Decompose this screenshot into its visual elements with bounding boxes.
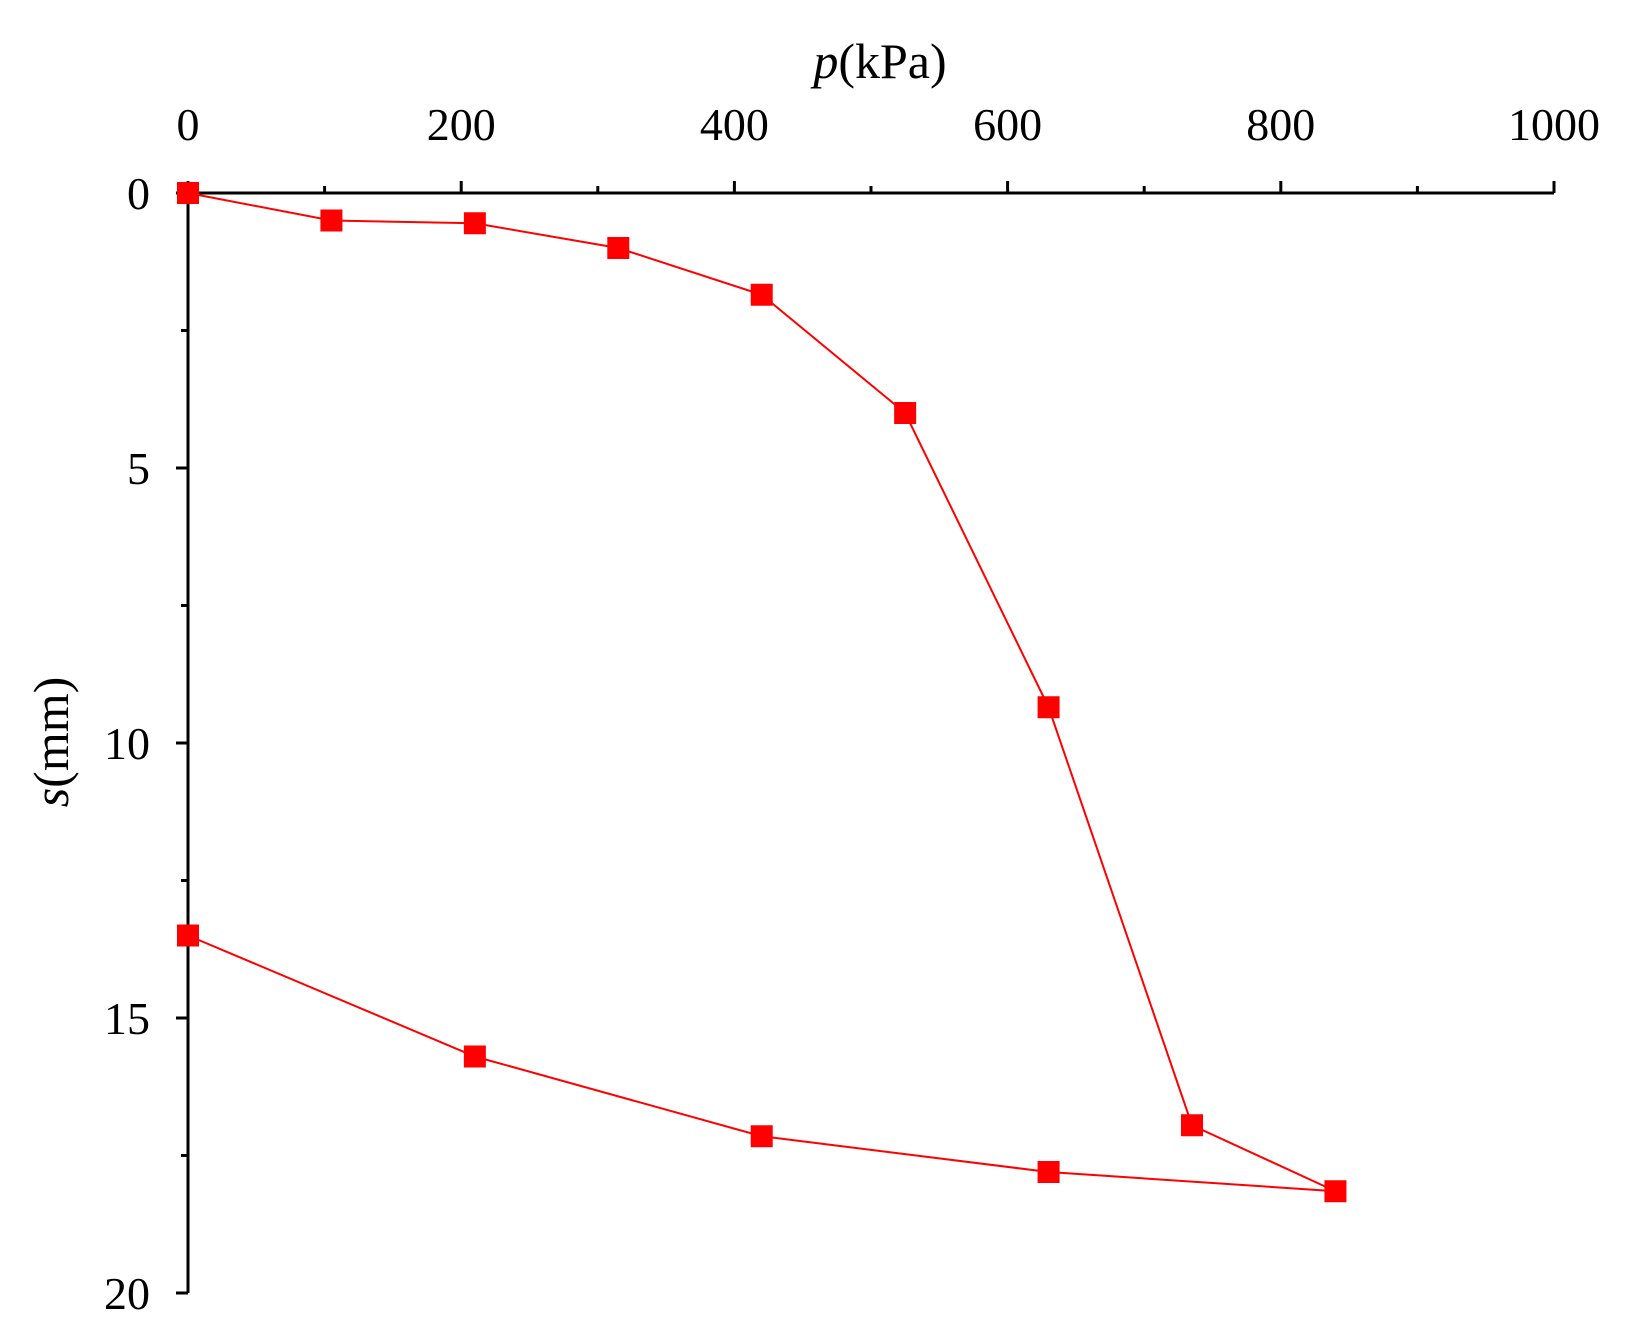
data-point-marker: [1037, 696, 1060, 719]
data-point-marker: [607, 237, 630, 259]
data-point-marker: [894, 402, 917, 424]
data-point-marker: [320, 209, 343, 232]
series-line: [187, 192, 1336, 1193]
data-point-marker: [750, 283, 773, 306]
x-tick-label: 1000: [1508, 99, 1600, 150]
y-axis-title: s(mm): [23, 677, 79, 808]
y-tick-label: 5: [127, 443, 150, 494]
x-tick-label: 600: [973, 99, 1042, 150]
x-tick-label: 800: [1246, 99, 1315, 150]
y-tick-label: 20: [104, 1268, 150, 1319]
x-tick-label: 200: [427, 99, 496, 150]
data-point-marker: [177, 924, 199, 947]
y-tick-label: 0: [127, 168, 150, 219]
x-tick-label: 400: [700, 99, 769, 150]
data-point-marker: [1324, 1180, 1347, 1203]
x-axis-title: p(kPa): [810, 33, 946, 89]
y-axis-ticks: 0 5 10 15 20: [104, 168, 188, 1319]
x-axis-ticks: 0 200 400 600 800 1000: [177, 99, 1600, 193]
data-point-marker: [177, 182, 199, 204]
data-point-marker: [750, 1125, 773, 1148]
y-tick-label: 10: [104, 718, 150, 769]
data-series: [177, 182, 1347, 1203]
axes: [186, 191, 1554, 1293]
data-point-marker: [463, 1045, 486, 1068]
data-point-marker: [463, 212, 486, 235]
y-tick-label: 15: [104, 993, 150, 1044]
x-tick-label: 0: [177, 99, 200, 150]
data-point-marker: [1181, 1114, 1204, 1137]
data-point-marker: [1037, 1161, 1060, 1183]
